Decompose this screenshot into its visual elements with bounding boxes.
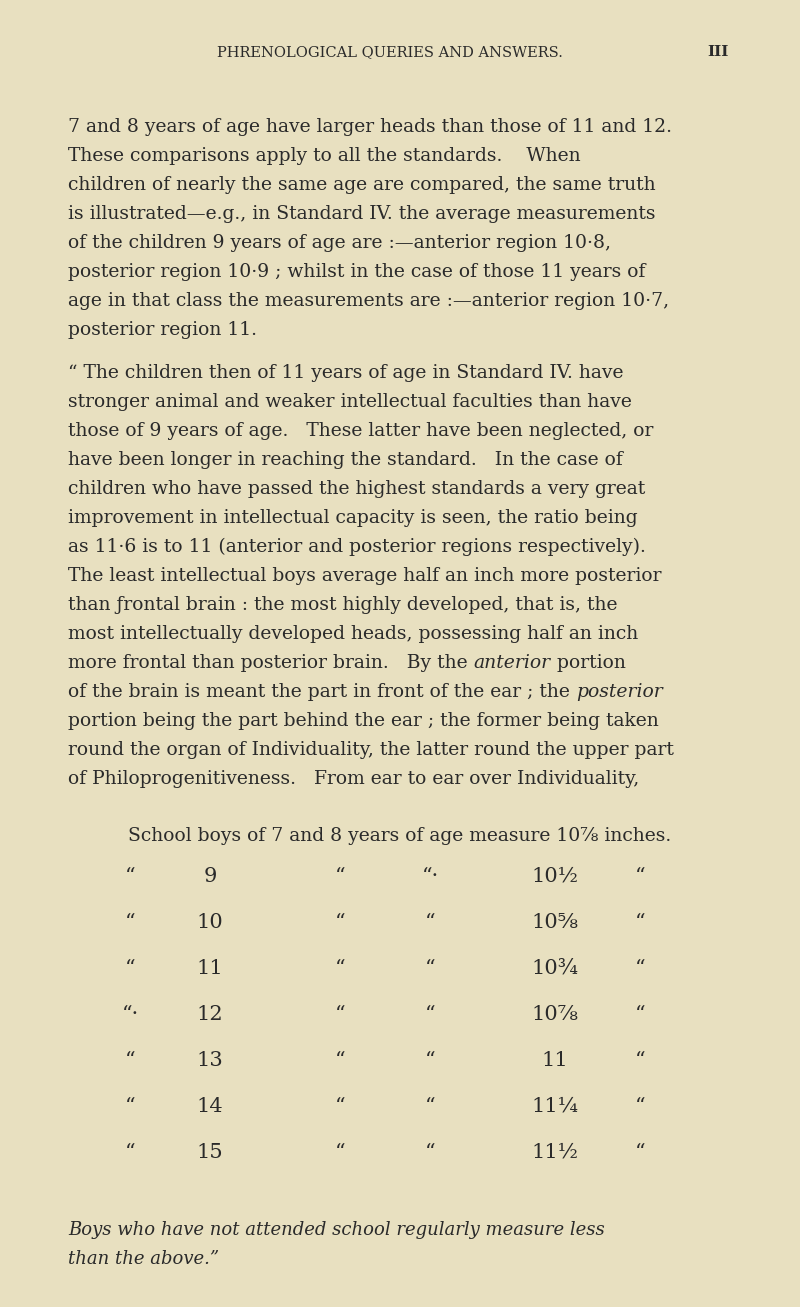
Text: 10½: 10½ (531, 867, 578, 886)
Text: “: “ (125, 1144, 135, 1162)
Text: These comparisons apply to all the standards.    When: These comparisons apply to all the stand… (68, 146, 581, 165)
Text: than ƒrontal brain : the most highly developed, that is, the: than ƒrontal brain : the most highly dev… (68, 596, 618, 614)
Text: “: “ (634, 959, 646, 978)
Text: as 11·6 is to 11 (anterior and posterior regions respectively).: as 11·6 is to 11 (anterior and posterior… (68, 538, 646, 557)
Text: “: “ (125, 1051, 135, 1070)
Text: 10⅝: 10⅝ (531, 914, 578, 932)
Text: “: “ (425, 959, 435, 978)
Text: “: “ (634, 1051, 646, 1070)
Text: 13: 13 (197, 1051, 223, 1070)
Text: 10¾: 10¾ (531, 959, 578, 978)
Text: The least intellectual boys average half an inch more posterior: The least intellectual boys average half… (68, 567, 662, 586)
Text: “: “ (425, 1005, 435, 1023)
Text: round the organ of Individuality, the latter round the upper part: round the organ of Individuality, the la… (68, 741, 674, 759)
Text: more frontal than posterior brain.   By the: more frontal than posterior brain. By th… (68, 654, 474, 672)
Text: those of 9 years of age.   These latter have been neglected, or: those of 9 years of age. These latter ha… (68, 422, 654, 440)
Text: of the children 9 years of age are :—anterior region 10·8,: of the children 9 years of age are :—ant… (68, 234, 611, 252)
Text: portion being the part behind the ear ; the former being taken: portion being the part behind the ear ; … (68, 712, 658, 731)
Text: “: “ (125, 914, 135, 932)
Text: “ The children then of 11 years of age in Standard IV. have: “ The children then of 11 years of age i… (68, 365, 623, 382)
Text: 7 and 8 years of age have larger heads than those of 11 and 12.: 7 and 8 years of age have larger heads t… (68, 118, 672, 136)
Text: 11: 11 (197, 959, 223, 978)
Text: than the above.”: than the above.” (68, 1249, 219, 1268)
Text: 10: 10 (197, 914, 223, 932)
Text: posterior region 11.: posterior region 11. (68, 322, 257, 339)
Text: 15: 15 (197, 1144, 223, 1162)
Text: “: “ (334, 1144, 346, 1162)
Text: have been longer in reaching the standard.   In the case of: have been longer in reaching the standar… (68, 451, 622, 469)
Text: stronger animal and weaker intellectual faculties than have: stronger animal and weaker intellectual … (68, 393, 632, 410)
Text: PHRENOLOGICAL QUERIES AND ANSWERS.: PHRENOLOGICAL QUERIES AND ANSWERS. (217, 44, 563, 59)
Text: “: “ (334, 867, 346, 886)
Text: of Philoprogenitiveness.   From ear to ear over Individuality,: of Philoprogenitiveness. From ear to ear… (68, 770, 639, 788)
Text: 12: 12 (197, 1005, 223, 1023)
Text: children who have passed the highest standards a very great: children who have passed the highest sta… (68, 480, 646, 498)
Text: “: “ (634, 1005, 646, 1023)
Text: 10⅞: 10⅞ (531, 1005, 578, 1023)
Text: School boys of 7 and 8 years of age measure 10⅞ inches.: School boys of 7 and 8 years of age meas… (128, 827, 672, 846)
Text: is illustrated—e.g., in Standard IV. the average measurements: is illustrated—e.g., in Standard IV. the… (68, 205, 655, 223)
Text: “: “ (334, 1051, 346, 1070)
Text: III: III (707, 44, 729, 59)
Text: “: “ (425, 1051, 435, 1070)
Text: of the brain is meant the part in front of the ear ; the: of the brain is meant the part in front … (68, 684, 576, 701)
Text: improvement in intellectual capacity is seen, the ratio being: improvement in intellectual capacity is … (68, 508, 638, 527)
Text: most intellectually developed heads, possessing half an inch: most intellectually developed heads, pos… (68, 625, 638, 643)
Text: Boys who have not attended school regularly measure less: Boys who have not attended school regula… (68, 1221, 605, 1239)
Text: “: “ (125, 867, 135, 886)
Text: “·: “· (122, 1005, 138, 1023)
Text: “: “ (425, 1097, 435, 1116)
Text: 14: 14 (197, 1097, 223, 1116)
Text: “: “ (634, 867, 646, 886)
Text: portion: portion (550, 654, 626, 672)
Text: “: “ (425, 1144, 435, 1162)
Text: “: “ (334, 959, 346, 978)
Text: “: “ (334, 914, 346, 932)
Text: “: “ (425, 914, 435, 932)
Text: anterior: anterior (474, 654, 550, 672)
Text: “: “ (125, 959, 135, 978)
Text: 9: 9 (203, 867, 217, 886)
Text: “: “ (125, 1097, 135, 1116)
Text: age in that class the measurements are :—anterior region 10·7,: age in that class the measurements are :… (68, 291, 669, 310)
Text: “: “ (334, 1097, 346, 1116)
Text: 11½: 11½ (531, 1144, 578, 1162)
Text: posterior: posterior (576, 684, 662, 701)
Text: “: “ (634, 914, 646, 932)
Text: 11: 11 (542, 1051, 568, 1070)
Text: “: “ (634, 1097, 646, 1116)
Text: “·: “· (422, 867, 438, 886)
Text: “: “ (634, 1144, 646, 1162)
Text: 11¼: 11¼ (531, 1097, 578, 1116)
Text: children of nearly the same age are compared, the same truth: children of nearly the same age are comp… (68, 176, 656, 193)
Text: posterior region 10·9 ; whilst in the case of those 11 years of: posterior region 10·9 ; whilst in the ca… (68, 263, 646, 281)
Text: “: “ (334, 1005, 346, 1023)
